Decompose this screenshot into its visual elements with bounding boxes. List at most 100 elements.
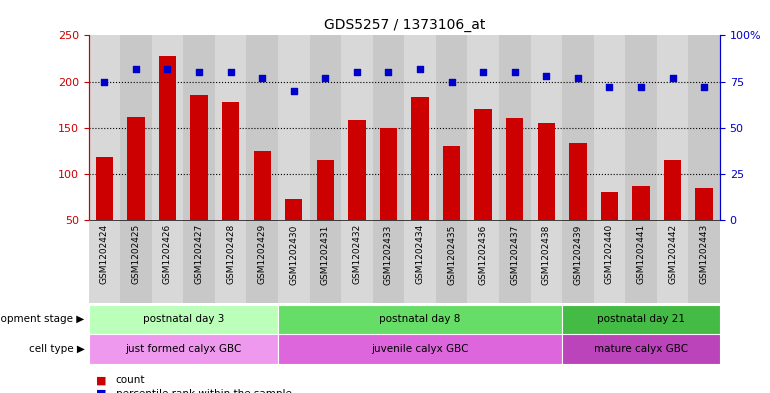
Bar — [190, 95, 208, 266]
Bar — [474, 109, 492, 266]
Bar — [688, 220, 720, 303]
Bar — [341, 35, 373, 220]
Bar — [499, 35, 531, 220]
Bar — [664, 160, 681, 266]
Bar — [404, 35, 436, 220]
Bar — [89, 35, 120, 220]
Bar — [348, 120, 366, 266]
Text: GSM1202434: GSM1202434 — [416, 224, 424, 285]
Text: GSM1202440: GSM1202440 — [605, 224, 614, 285]
Bar — [380, 128, 397, 266]
Bar — [467, 220, 499, 303]
Bar — [625, 35, 657, 220]
Point — [99, 79, 111, 85]
Bar — [467, 35, 499, 220]
Text: percentile rank within the sample: percentile rank within the sample — [116, 389, 291, 393]
Text: GSM1202431: GSM1202431 — [321, 224, 330, 285]
Text: mature calyx GBC: mature calyx GBC — [594, 344, 688, 354]
Bar — [127, 117, 145, 266]
Bar — [562, 220, 594, 303]
Point — [351, 69, 363, 75]
Text: GSM1202432: GSM1202432 — [353, 224, 361, 285]
Bar — [531, 220, 562, 303]
Text: GSM1202426: GSM1202426 — [163, 224, 172, 285]
Text: postnatal day 21: postnatal day 21 — [597, 314, 685, 324]
Text: GSM1202435: GSM1202435 — [447, 224, 456, 285]
Bar — [499, 220, 531, 303]
Text: GSM1202438: GSM1202438 — [542, 224, 551, 285]
Bar — [506, 119, 524, 266]
Text: GSM1202427: GSM1202427 — [195, 224, 203, 285]
Bar — [657, 220, 688, 303]
Point — [446, 79, 458, 85]
Text: cell type ▶: cell type ▶ — [28, 344, 85, 354]
Text: GSM1202430: GSM1202430 — [290, 224, 298, 285]
Bar — [316, 160, 334, 266]
Bar — [537, 123, 555, 266]
Bar — [278, 220, 310, 303]
Bar — [601, 192, 618, 266]
Bar — [341, 220, 373, 303]
Bar — [183, 35, 215, 220]
Bar — [285, 199, 303, 266]
Bar — [404, 220, 436, 303]
Text: postnatal day 3: postnatal day 3 — [142, 314, 224, 324]
Bar — [569, 143, 587, 266]
Text: GSM1202429: GSM1202429 — [258, 224, 266, 285]
Bar — [373, 220, 404, 303]
Text: GSM1202424: GSM1202424 — [100, 224, 109, 284]
Bar — [531, 35, 562, 220]
Text: ■: ■ — [96, 375, 107, 385]
Bar — [688, 35, 720, 220]
Bar — [632, 186, 650, 266]
Bar — [411, 97, 429, 266]
Bar — [215, 35, 246, 220]
Bar — [253, 151, 271, 266]
Bar — [695, 188, 713, 266]
Bar — [89, 305, 278, 334]
Bar — [436, 220, 467, 303]
Point — [572, 75, 584, 81]
Point — [320, 75, 332, 81]
Point — [225, 69, 237, 75]
Bar — [159, 56, 176, 266]
Text: count: count — [116, 375, 145, 385]
Bar — [594, 220, 625, 303]
Bar — [278, 35, 310, 220]
Bar — [120, 35, 152, 220]
Text: GSM1202433: GSM1202433 — [384, 224, 393, 285]
Bar — [246, 220, 278, 303]
Point — [509, 69, 521, 75]
Bar — [562, 334, 720, 364]
Text: GSM1202441: GSM1202441 — [637, 224, 645, 285]
Text: just formed calyx GBC: just formed calyx GBC — [125, 344, 242, 354]
Bar — [594, 35, 625, 220]
Bar — [310, 35, 341, 220]
Text: GSM1202443: GSM1202443 — [700, 224, 708, 285]
Point — [192, 69, 205, 75]
Bar — [222, 102, 239, 266]
Text: GSM1202439: GSM1202439 — [574, 224, 582, 285]
Bar — [373, 35, 404, 220]
Point — [162, 66, 174, 72]
Text: GSM1202425: GSM1202425 — [132, 224, 140, 285]
Point — [698, 84, 711, 90]
Bar — [436, 35, 467, 220]
Point — [667, 75, 679, 81]
Bar — [215, 220, 246, 303]
Text: juvenile calyx GBC: juvenile calyx GBC — [371, 344, 469, 354]
Bar — [625, 220, 657, 303]
Bar — [152, 220, 183, 303]
Point — [477, 69, 490, 75]
Bar — [120, 220, 152, 303]
Bar — [310, 220, 341, 303]
Point — [130, 66, 142, 72]
Point — [288, 88, 300, 94]
Text: GSM1202442: GSM1202442 — [668, 224, 677, 284]
Bar — [152, 35, 183, 220]
Bar — [89, 220, 120, 303]
Text: GSM1202437: GSM1202437 — [511, 224, 519, 285]
Bar — [278, 334, 562, 364]
Point — [383, 69, 395, 75]
Title: GDS5257 / 1373106_at: GDS5257 / 1373106_at — [323, 18, 485, 31]
